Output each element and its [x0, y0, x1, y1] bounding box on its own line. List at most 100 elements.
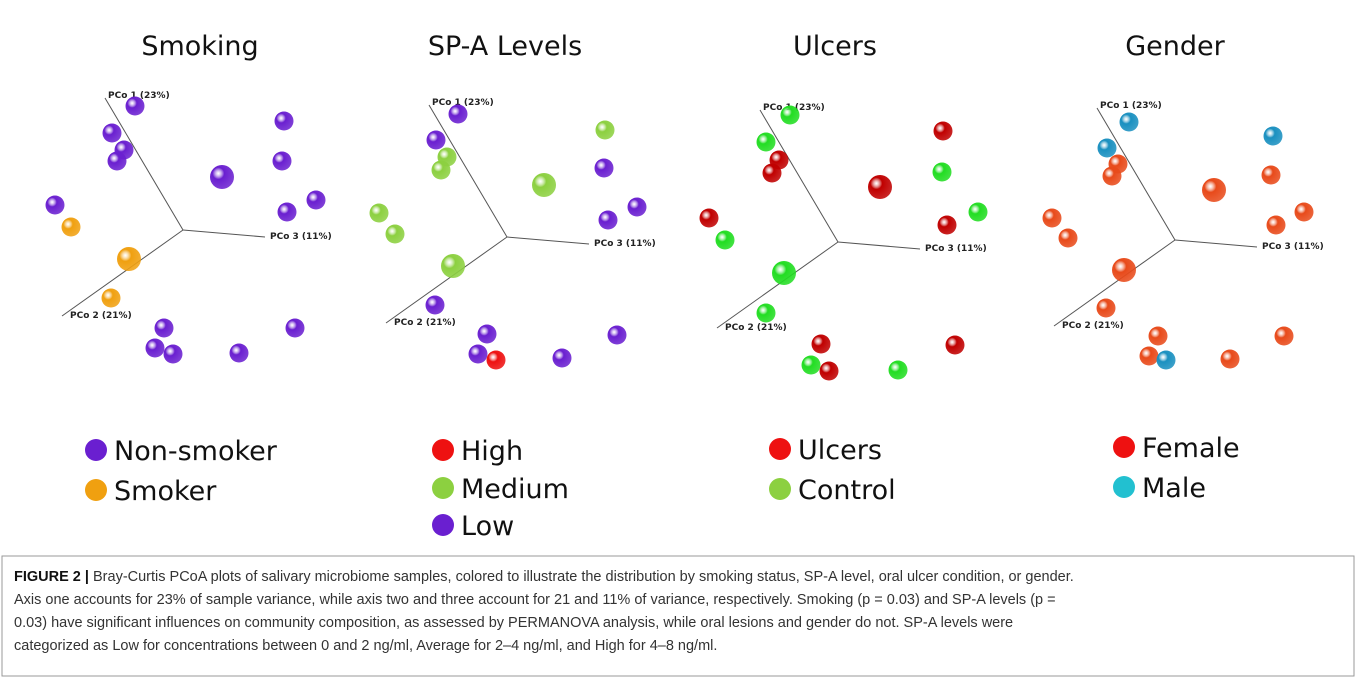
legend-swatch: [769, 438, 791, 460]
axis-line: [104, 97, 184, 231]
panel-title: SP-A Levels: [428, 31, 582, 62]
sample-point: [968, 202, 988, 222]
sample-point: [468, 344, 488, 364]
sample-point: [486, 350, 506, 370]
sample-point: [801, 355, 821, 375]
axis-label: PCo 2 (21%): [1062, 321, 1124, 331]
legend-label: Smoker: [114, 476, 217, 507]
sample-point: [385, 224, 405, 244]
axis-label: PCo 2 (21%): [725, 323, 787, 333]
sample-point: [627, 197, 647, 217]
sample-point: [272, 151, 292, 171]
sample-point: [448, 104, 468, 124]
axis-label: PCo 1 (23%): [1100, 101, 1162, 111]
caption-line: 0.03) have significant influences on com…: [14, 615, 1013, 631]
sample-point: [102, 123, 122, 143]
sample-point: [756, 303, 776, 323]
sample-point: [285, 318, 305, 338]
caption-line: Axis one accounts for 23% of sample vari…: [14, 592, 1056, 608]
caption-text: Bray-Curtis PCoA plots of salivary micro…: [93, 569, 1074, 585]
sample-point: [598, 210, 618, 230]
sample-point: [715, 230, 735, 250]
legend-swatch: [432, 439, 454, 461]
sample-point: [117, 247, 141, 271]
caption-line: categorized as Low for concentrations be…: [14, 638, 717, 654]
caption-line: FIGURE 2 | Bray-Curtis PCoA plots of sal…: [14, 569, 1074, 585]
axis-line: [716, 241, 839, 329]
axis-line: [1053, 239, 1176, 327]
sample-point: [154, 318, 174, 338]
sample-point: [1097, 138, 1117, 158]
sample-point: [762, 163, 782, 183]
sample-point: [441, 254, 465, 278]
sample-point: [1139, 346, 1159, 366]
axis-label: PCo 3 (11%): [270, 232, 332, 242]
legend-label: Medium: [461, 474, 569, 505]
sample-point: [607, 325, 627, 345]
sample-point: [425, 295, 445, 315]
axis-label: PCo 2 (21%): [394, 318, 456, 328]
sample-point: [1042, 208, 1062, 228]
legend-swatch: [432, 514, 454, 536]
legend-swatch: [432, 477, 454, 499]
sample-point: [101, 288, 121, 308]
axis-line: [428, 104, 508, 238]
sample-point: [477, 324, 497, 344]
axis-label: PCo 1 (23%): [432, 98, 494, 108]
legend-swatch: [85, 439, 107, 461]
sample-point: [811, 334, 831, 354]
sample-point: [1294, 202, 1314, 222]
sample-point: [274, 111, 294, 131]
legend-label: Control: [798, 475, 896, 506]
sample-point: [145, 338, 165, 358]
sample-point: [933, 121, 953, 141]
legend-label: Female: [1142, 433, 1240, 464]
sample-point: [1112, 258, 1136, 282]
axis-label: PCo 3 (11%): [925, 244, 987, 254]
sample-point: [756, 132, 776, 152]
sample-point: [1263, 126, 1283, 146]
sample-point: [229, 343, 249, 363]
sample-point: [1274, 326, 1294, 346]
sample-point: [431, 160, 451, 180]
sample-point: [45, 195, 65, 215]
sample-point: [369, 203, 389, 223]
caption-label: FIGURE 2 |: [14, 569, 89, 585]
sample-point: [1102, 166, 1122, 186]
legend-swatch: [1113, 436, 1135, 458]
axis-label: PCo 3 (11%): [1262, 242, 1324, 252]
axis-line: [1096, 107, 1176, 241]
sample-point: [945, 335, 965, 355]
sample-point: [163, 344, 183, 364]
sample-point: [61, 217, 81, 237]
panel-title: Ulcers: [793, 31, 877, 62]
sample-point: [277, 202, 297, 222]
sample-point: [552, 348, 572, 368]
axis-line: [837, 241, 921, 250]
sample-point: [819, 361, 839, 381]
legend-swatch: [1113, 476, 1135, 498]
sample-point: [210, 165, 234, 189]
sample-point: [772, 261, 796, 285]
legend-swatch: [85, 479, 107, 501]
legend-label: Low: [461, 511, 514, 542]
sample-point: [306, 190, 326, 210]
axis-label: PCo 1 (23%): [108, 91, 170, 101]
legend-label: Non-smoker: [114, 436, 278, 467]
legend-label: Ulcers: [798, 435, 882, 466]
panel-title: Smoking: [141, 31, 258, 62]
sample-point: [932, 162, 952, 182]
caption-box: [1, 555, 1355, 677]
axis-label: PCo 2 (21%): [70, 311, 132, 321]
sample-point: [1266, 215, 1286, 235]
sample-point: [107, 151, 127, 171]
legend-label: Male: [1142, 473, 1206, 504]
sample-point: [1261, 165, 1281, 185]
sample-point: [1119, 112, 1139, 132]
axis-line: [759, 109, 839, 243]
sample-point: [937, 215, 957, 235]
sample-point: [888, 360, 908, 380]
legend-swatch: [769, 478, 791, 500]
sample-point: [532, 173, 556, 197]
axis-label: PCo 3 (11%): [594, 239, 656, 249]
